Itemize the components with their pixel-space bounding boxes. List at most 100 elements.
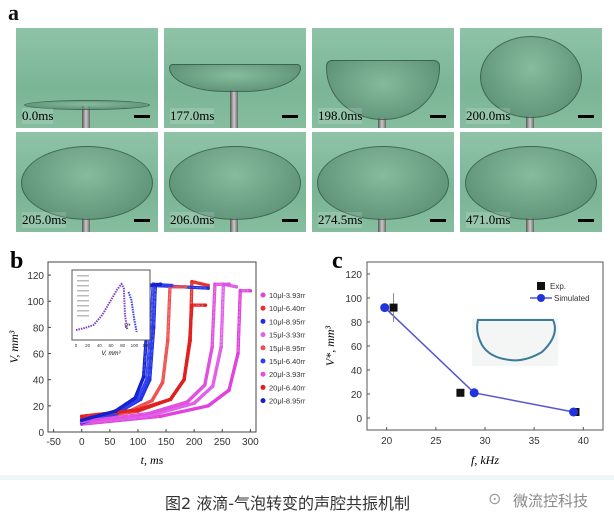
- droplet-frame: 177.0ms: [164, 28, 306, 128]
- needle: [378, 118, 386, 128]
- legend-label: 15μl-6.40rr: [269, 357, 306, 366]
- droplet: [465, 146, 597, 220]
- time-label: 205.0ms: [22, 212, 67, 228]
- droplet-frame: 200.0ms: [460, 28, 602, 128]
- x-tick-label: 150: [158, 437, 175, 448]
- inset-legend-entry: [77, 295, 89, 297]
- data-point: [79, 418, 84, 423]
- data-point: [190, 303, 194, 307]
- legend-marker-simulated: [537, 294, 545, 302]
- data-point: [234, 285, 239, 289]
- data-point: [236, 351, 240, 356]
- y-tick-label: 120: [345, 270, 362, 281]
- legend-label: 15μl-3.93rr: [269, 331, 306, 340]
- legend-label: 10μl-3.93rr: [269, 291, 306, 300]
- legend-label: 20μl-8.95rr: [269, 397, 306, 406]
- y-tick-label: 100: [345, 294, 362, 305]
- x-tick-label: 35: [529, 436, 541, 447]
- data-point: [206, 404, 211, 408]
- needle: [526, 116, 534, 128]
- legend-label: 20μl-3.93rr: [269, 370, 306, 379]
- inset-legend-entry: [77, 285, 89, 287]
- time-label: 200.0ms: [466, 108, 511, 124]
- data-point: [158, 282, 163, 287]
- inset-annotation: V*: [124, 324, 131, 330]
- legend-label: 20μl-6.40rr: [269, 383, 306, 392]
- needle: [526, 218, 534, 232]
- droplet-frame: 206.0ms: [164, 132, 306, 232]
- droplet-frame: 471.0ms: [460, 132, 602, 232]
- inset-legend-entry: [77, 290, 89, 292]
- x-tick-label: 200: [186, 437, 203, 448]
- legend-marker-exp: [537, 282, 545, 290]
- x-tick-label: -50: [46, 437, 61, 448]
- y-axis-label: V, mm³: [7, 330, 21, 363]
- simulated-point: [380, 303, 390, 313]
- data-point: [150, 398, 154, 403]
- wechat-icon: ⊙: [488, 491, 502, 508]
- data-point: [113, 409, 118, 413]
- needle: [230, 218, 238, 232]
- droplet: [24, 100, 150, 110]
- inset-x-tick-label: 80: [120, 343, 126, 348]
- y-tick-label: 60: [351, 342, 363, 353]
- legend-marker: [260, 318, 266, 324]
- data-point: [248, 288, 253, 293]
- needle: [82, 218, 90, 232]
- scale-bar: [430, 115, 446, 118]
- data-point: [227, 282, 231, 287]
- legend-marker: [260, 292, 266, 298]
- legend-marker: [260, 345, 266, 351]
- data-point: [146, 411, 150, 416]
- time-label: 0.0ms: [22, 108, 54, 124]
- x-tick-label: 100: [130, 437, 147, 448]
- data-point: [210, 384, 215, 389]
- scale-bar: [282, 219, 298, 222]
- data-point: [182, 377, 186, 382]
- y-tick-label: 80: [33, 323, 45, 334]
- x-tick-label: 20: [381, 436, 393, 447]
- legend-marker: [260, 371, 266, 377]
- data-point: [187, 338, 192, 343]
- data-point: [158, 414, 163, 419]
- simulated-point: [569, 407, 578, 417]
- inset-background: [472, 318, 558, 366]
- divider: [0, 475, 614, 480]
- data-point: [169, 283, 174, 288]
- data-point: [79, 414, 84, 419]
- series-20μl-3.93rr: [79, 282, 231, 424]
- data-point: [168, 397, 173, 402]
- legend-label: 10μl-6.40rr: [269, 304, 306, 313]
- series-20μl-6.40rr: [79, 303, 208, 419]
- legend-label: Exp.: [550, 282, 566, 291]
- data-point: [133, 396, 137, 400]
- needle: [230, 90, 238, 128]
- panel-label: b: [10, 248, 23, 274]
- inset-x-tick-label: 60: [108, 343, 114, 348]
- data-point: [203, 383, 207, 387]
- droplet: [317, 146, 449, 220]
- scale-bar: [134, 115, 150, 118]
- inset-x-label: V, mm³: [102, 351, 122, 357]
- y-tick-label: 20: [33, 402, 45, 413]
- data-point: [219, 345, 223, 349]
- exp-point: [389, 303, 398, 312]
- data-point: [213, 282, 217, 287]
- exp-point: [456, 388, 465, 397]
- data-point: [192, 401, 196, 406]
- inset-legend-entry: [77, 300, 89, 302]
- data-point: [210, 345, 214, 349]
- data-point: [145, 377, 149, 382]
- legend-marker: [260, 305, 266, 311]
- inset-curve: [127, 291, 138, 333]
- legend-label: 10μl-8.95rr: [269, 317, 306, 326]
- needle: [82, 106, 90, 128]
- y-tick-label: 40: [351, 366, 363, 377]
- droplet-frame: 205.0ms: [16, 132, 158, 232]
- droplet-frame: 274.5ms: [312, 132, 454, 232]
- x-axis-label: f, kHz: [471, 453, 499, 467]
- data-point: [190, 279, 194, 284]
- legend-marker: [260, 398, 266, 404]
- inset-drop-shape: [476, 319, 556, 362]
- data-point: [185, 400, 190, 404]
